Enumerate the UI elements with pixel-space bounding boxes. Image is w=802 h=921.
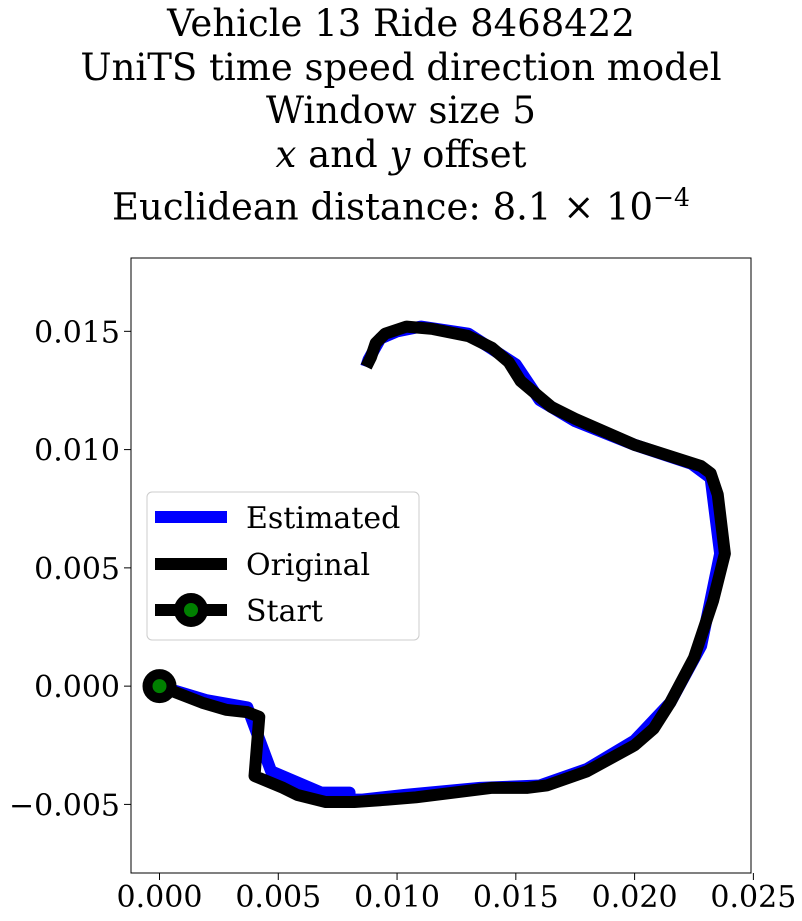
x-tick-label: 0.010: [354, 880, 440, 915]
x-tick-label: 0.015: [473, 880, 559, 915]
legend-label-start: Start: [246, 594, 323, 629]
axes-frame: [130, 257, 752, 874]
legend-frame: [146, 491, 420, 641]
y-tick-label: −0.005: [9, 788, 120, 823]
title-and-text: and: [296, 132, 390, 176]
series-line-original: [157, 320, 731, 809]
title-line-vehicle: Vehicle 13 Ride 8468422: [167, 2, 635, 45]
legend-label-estimated: Estimated: [246, 501, 400, 536]
legend: Estimated Original Start: [146, 491, 420, 641]
title-distance-prefix: Euclidean distance:: [112, 185, 493, 229]
title-distance-exponent: −4: [653, 183, 690, 212]
title-line-model: UniTS time speed direction model: [80, 45, 722, 89]
y-tick-label: 0.010: [34, 434, 120, 469]
x-tick-label: 0.005: [235, 880, 321, 915]
y-axis: −0.005 0.000 0.005 0.010 0.015: [9, 315, 131, 823]
y-tick-label: 0.005: [34, 552, 120, 587]
start-marker: [142, 669, 177, 704]
title-line-offset: x and y offset: [0, 133, 802, 177]
title-line-distance: Euclidean distance: 8.1 × 10−4: [0, 176, 802, 229]
title-x-symbol: x: [275, 132, 297, 176]
y-tick-label: 0.000: [34, 670, 120, 705]
legend-start-marker: [174, 593, 208, 627]
plot-area: [130, 257, 752, 874]
title-y-symbol: y: [389, 132, 411, 176]
y-tick-label: 0.015: [34, 315, 120, 350]
title-distance-value: 8.1 × 10: [492, 185, 654, 229]
x-tick-label: 0.025: [710, 880, 796, 915]
chart-title: Vehicle 13 Ride 8468422 UniTS time speed…: [0, 0, 802, 229]
x-tick-label: 0.020: [592, 880, 678, 915]
x-tick-label: 0.000: [117, 880, 203, 915]
x-axis: 0.000 0.005 0.010 0.015 0.020 0.025: [117, 873, 796, 915]
title-line-window: Window size 5: [266, 89, 536, 132]
title-offset-text: offset: [410, 132, 527, 176]
legend-label-original: Original: [246, 548, 370, 583]
